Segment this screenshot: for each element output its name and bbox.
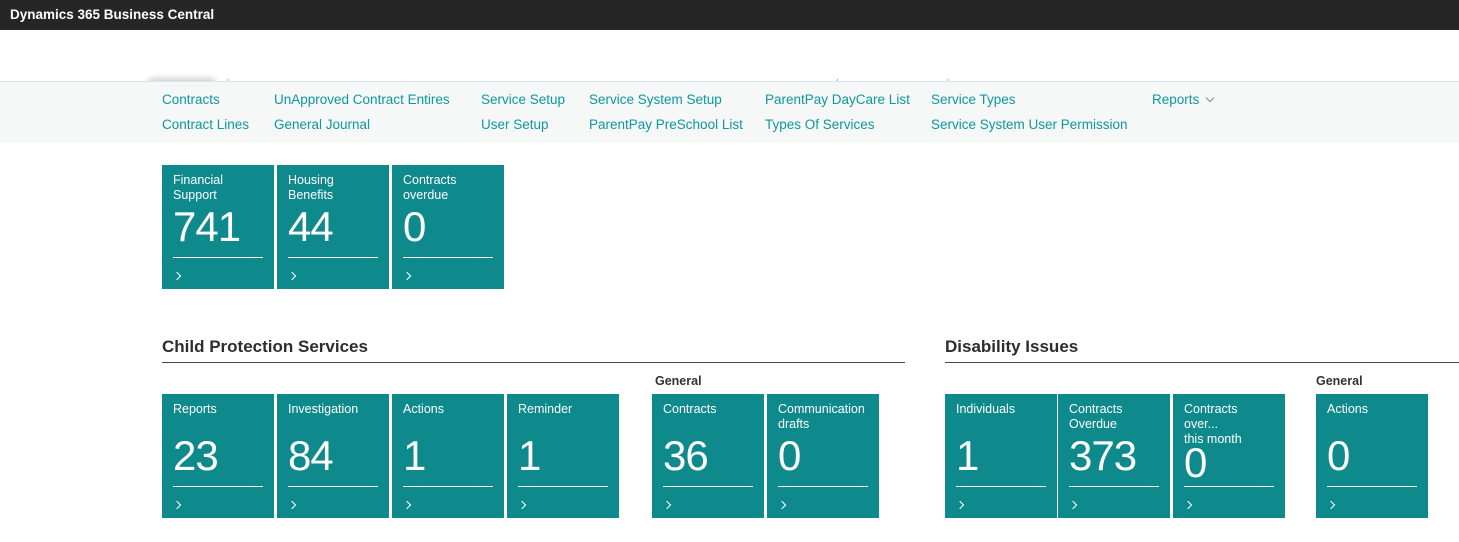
tile-contracts-overdue-this-month[interactable]: Contracts over... this month 0 <box>1173 394 1285 518</box>
subnav-link-unapproved-contract-entires[interactable]: UnApproved Contract Entires <box>274 92 450 107</box>
subnav-link-reports[interactable]: Reports <box>1152 87 1215 112</box>
chevron-right-icon <box>287 271 297 281</box>
app-title[interactable]: Dynamics 365 Business Central <box>10 7 215 22</box>
tile-footer <box>402 257 493 281</box>
tile-title: Contracts <box>663 402 717 416</box>
role-center-content: Financial Support 741 Housing Benefits 4… <box>0 143 1459 542</box>
chevron-right-icon <box>517 500 527 510</box>
tile-reports[interactable]: Reports 23 <box>162 394 274 518</box>
submenu-column: Contracts Contract Lines <box>162 87 249 137</box>
tile-contracts-overdue[interactable]: Contracts overdue 0 <box>392 165 504 289</box>
tile-title: Housing Benefits <box>288 173 334 202</box>
section-title-child-protection-services: Child Protection Services <box>162 337 368 356</box>
chevron-right-icon <box>172 271 182 281</box>
tile-title: Contracts overdue <box>403 173 457 202</box>
chevron-right-icon <box>777 500 787 510</box>
tile-communication-drafts[interactable]: Communication drafts 0 <box>767 394 879 518</box>
submenu-column: Reports <box>1152 87 1215 112</box>
tile-title: Contracts over... this month <box>1184 402 1242 446</box>
tile-value: 0 <box>1327 432 1350 479</box>
tile-footer <box>1183 486 1274 510</box>
tile-title: Financial Support <box>173 173 224 202</box>
tile-investigation[interactable]: Investigation 84 <box>277 394 389 518</box>
tile-value: 36 <box>663 432 709 479</box>
tile-value: 1 <box>518 432 541 479</box>
tile-footer <box>517 486 608 510</box>
tile-title: Actions <box>403 402 444 416</box>
submenu-column: Service Types Service System User Permis… <box>931 87 1128 137</box>
subnav-link-user-setup[interactable]: User Setup <box>481 117 549 132</box>
submenu-column: Service System Setup ParentPay PreSchool… <box>589 87 743 137</box>
tile-footer <box>1326 486 1417 510</box>
subnav-link-service-setup[interactable]: Service Setup <box>481 92 566 107</box>
chevron-right-icon <box>402 500 412 510</box>
tile-contracts-overdue-disability[interactable]: Contracts Overdue 373 <box>1058 394 1170 518</box>
tile-footer <box>402 486 493 510</box>
tile-footer <box>1068 486 1159 510</box>
subnav-link-general-journal[interactable]: General Journal <box>274 117 371 132</box>
main-nav: Social Services Services Child Protectio… <box>0 30 1459 105</box>
tile-value: 0 <box>778 432 801 479</box>
tile-value: 0 <box>403 203 426 250</box>
tile-footer <box>662 486 753 510</box>
tile-footer <box>955 486 1046 510</box>
tile-title: Investigation <box>288 402 359 416</box>
tile-reminder[interactable]: Reminder 1 <box>507 394 619 518</box>
section-rule <box>162 362 905 363</box>
subnav-link-service-types[interactable]: Service Types <box>931 92 1016 107</box>
chevron-down-icon <box>1206 93 1215 103</box>
tile-contracts[interactable]: Contracts 36 <box>652 394 764 518</box>
tile-footer <box>172 257 263 281</box>
tile-title: Actions <box>1327 402 1368 416</box>
tile-actions[interactable]: Actions 1 <box>392 394 504 518</box>
chevron-right-icon <box>1068 500 1078 510</box>
group-label-general: General <box>1316 374 1363 388</box>
subnav-link-parentpay-preschool-list[interactable]: ParentPay PreSchool List <box>589 117 743 132</box>
tile-actions-general[interactable]: Actions 0 <box>1316 394 1428 518</box>
chevron-right-icon <box>662 500 672 510</box>
chevron-right-icon <box>287 500 297 510</box>
tile-title: Communication drafts <box>778 402 865 431</box>
subnav-link-types-of-services[interactable]: Types Of Services <box>765 117 875 132</box>
tile-value: 44 <box>288 203 334 250</box>
chevron-right-icon <box>402 271 412 281</box>
tile-footer <box>777 486 868 510</box>
services-submenu: Contracts Contract Lines UnApproved Cont… <box>0 81 1459 143</box>
submenu-column: Service Setup User Setup <box>481 87 565 137</box>
tile-title: Reminder <box>518 402 573 416</box>
tile-value: 84 <box>288 432 334 479</box>
section-rule <box>945 362 1459 363</box>
subnav-link-contracts[interactable]: Contracts <box>162 92 220 107</box>
tile-footer <box>172 486 263 510</box>
subnav-link-parentpay-daycare-list[interactable]: ParentPay DayCare List <box>765 92 910 107</box>
tile-value: 373 <box>1069 432 1137 479</box>
tile-footer <box>287 257 378 281</box>
subnav-link-contract-lines[interactable]: Contract Lines <box>162 117 250 132</box>
tile-value: 23 <box>173 432 219 479</box>
tile-title: Contracts Overdue <box>1069 402 1123 431</box>
group-label-general: General <box>655 374 702 388</box>
tile-value: 741 <box>173 203 241 250</box>
tile-value: 0 <box>1184 439 1207 486</box>
section-title-disability-issues: Disability Issues <box>945 337 1079 356</box>
subnav-link-service-system-setup[interactable]: Service System Setup <box>589 92 722 107</box>
submenu-column: ParentPay DayCare List Types Of Services <box>765 87 910 137</box>
chevron-right-icon <box>1326 500 1336 510</box>
tile-value: 1 <box>403 432 426 479</box>
app-header-bar: Dynamics 365 Business Central <box>0 0 1459 30</box>
chevron-right-icon <box>955 500 965 510</box>
chevron-right-icon <box>172 500 182 510</box>
submenu-column: UnApproved Contract Entires General Jour… <box>274 87 450 137</box>
tile-financial-support[interactable]: Financial Support 741 <box>162 165 274 289</box>
chevron-right-icon <box>1183 500 1193 510</box>
tile-title: Individuals <box>956 402 1016 416</box>
subnav-link-label: Reports <box>1152 92 1200 107</box>
tile-value: 1 <box>956 432 979 479</box>
tile-housing-benefits[interactable]: Housing Benefits 44 <box>277 165 389 289</box>
tile-individuals[interactable]: Individuals 1 <box>945 394 1057 518</box>
tile-footer <box>287 486 378 510</box>
subnav-link-service-system-user-permission[interactable]: Service System User Permission <box>931 117 1128 132</box>
tile-title: Reports <box>173 402 217 416</box>
